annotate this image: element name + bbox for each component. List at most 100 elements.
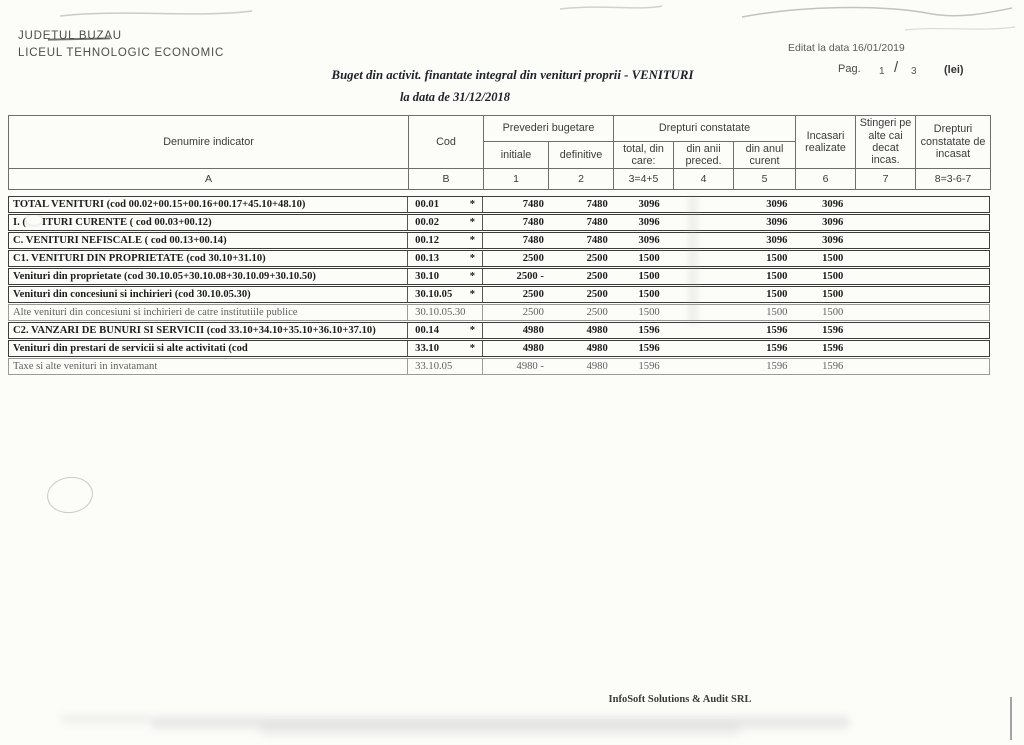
row-value — [914, 215, 989, 230]
row-cod-cell: 00.01 * — [408, 197, 484, 212]
asterisk-mark: * — [469, 271, 476, 282]
row-value: 1500 — [638, 307, 660, 318]
row-value: 2500 — [522, 289, 544, 300]
row-value: 1596 — [766, 361, 788, 372]
row-value: 1500 — [822, 271, 844, 282]
row-value: 2500 — [586, 307, 608, 318]
row-value: 1500 — [638, 289, 660, 300]
row-value — [673, 251, 733, 266]
asterisk-mark: * — [469, 253, 476, 264]
row-value: 1500 — [638, 271, 660, 282]
row-value — [914, 251, 989, 266]
row-label: Alte venituri din concesiuni si inchirie… — [9, 305, 409, 320]
row-cod: 00.02 — [415, 217, 439, 228]
budget-table-header: Denumire indicator Cod Prevederi bugetar… — [8, 115, 991, 190]
row-value — [673, 287, 733, 302]
row-value: 4980 - — [516, 361, 544, 372]
row-value: 1500 — [766, 253, 788, 264]
header-total-din-care: total, din care: — [613, 141, 674, 169]
asterisk-mark: * — [469, 289, 476, 300]
row-value — [854, 359, 914, 374]
header-din-anii-preced: din anii preced. — [673, 141, 734, 169]
row-value — [914, 287, 989, 302]
header-incasari-realizate: Incasari realizate — [795, 115, 856, 169]
row-label: Venituri din proprietate (cod 30.10.05+3… — [9, 269, 409, 284]
header-denumire: Denumire indicator — [8, 115, 409, 169]
whiteout-blob — [25, 215, 42, 225]
row-value: 1500 — [822, 307, 844, 318]
row-value: 4980 — [522, 343, 544, 354]
row-value — [854, 269, 914, 284]
row-cod: 30.10.05 — [415, 289, 453, 300]
page-total: 3 — [911, 66, 917, 77]
row-value — [673, 269, 733, 284]
scan-smudge-bottom — [60, 714, 150, 724]
row-value — [914, 197, 989, 212]
scan-edge-line — [1010, 697, 1012, 740]
row-cod: 30.10 — [415, 271, 439, 282]
row-value — [854, 233, 914, 248]
column-index-cell: B — [408, 168, 484, 190]
row-cod: 00.13 — [415, 253, 439, 264]
row-value: 7480 — [586, 235, 608, 246]
row-value: 4980 — [522, 325, 544, 336]
column-index-cell: 2 — [548, 168, 614, 190]
row-value: 3096 — [766, 199, 788, 210]
header-definitive: definitive — [548, 141, 614, 169]
row-value — [673, 359, 733, 374]
row-value — [914, 323, 989, 338]
row-value — [914, 359, 989, 374]
row-cod: 00.12 — [415, 235, 439, 246]
row-value: 1596 — [638, 343, 660, 354]
table-row: C2. VANZARI DE BUNURI SI SERVICII (cod 3… — [8, 322, 990, 339]
scan-smudge-bottom — [150, 716, 850, 729]
table-row: Taxe si alte venituri in invatamant 33.10… — [8, 358, 990, 375]
row-value: 3096 — [766, 235, 788, 246]
row-cod: 30.10.05.30 — [415, 307, 466, 318]
margin-circle-mark — [44, 473, 96, 517]
row-cod-cell: 30.10.05.30 — [408, 305, 484, 320]
row-label: TOTAL VENITURI (cod 00.02+00.15+00.16+00… — [9, 197, 409, 212]
column-index-cell: A — [8, 168, 409, 190]
row-value: 3096 — [822, 217, 844, 228]
header-din-anul-curent: din anul curent — [733, 141, 796, 169]
row-label: C. VENITURI NEFISCALE ( cod 00.13+00.14) — [9, 233, 409, 248]
scan-smudge-bottom — [260, 726, 740, 735]
row-cod: 00.14 — [415, 325, 439, 336]
row-value: 2500 — [522, 307, 544, 318]
row-value: 7480 — [522, 199, 544, 210]
asterisk-mark: * — [469, 199, 476, 210]
row-cod: 00.01 — [415, 199, 439, 210]
row-value: 4980 — [586, 343, 608, 354]
header-drepturi-constatate: Drepturi constatate — [613, 115, 796, 142]
table-row: C. VENITURI NEFISCALE ( cod 00.13+00.14)… — [8, 232, 990, 249]
row-label: Venituri din prestari de servicii si alt… — [9, 341, 409, 356]
row-value — [854, 215, 914, 230]
row-value — [914, 305, 989, 320]
row-cod: 33.10.05 — [415, 361, 453, 372]
row-cod: 33.10 — [415, 343, 439, 354]
row-value — [914, 269, 989, 284]
budget-table-rows: TOTAL VENITURI (cod 00.02+00.15+00.16+00… — [8, 196, 990, 376]
page-separator: / — [894, 59, 899, 76]
table-row: Venituri din concesiuni si inchirieri (c… — [8, 286, 990, 303]
column-index-cell: 6 — [795, 168, 856, 190]
header-cod: Cod — [408, 115, 484, 169]
row-value: 7480 — [522, 235, 544, 246]
row-value — [854, 305, 914, 320]
edited-date-note: Editat la data 16/01/2019 — [788, 42, 905, 54]
row-value: 1596 — [766, 343, 788, 354]
row-value: 1596 — [638, 361, 660, 372]
report-title: Buget din activit. finantate integral di… — [331, 68, 694, 82]
column-index-cell: 4 — [673, 168, 734, 190]
header-prevederi-bugetare: Prevederi bugetare — [483, 115, 614, 142]
row-value — [673, 341, 733, 356]
row-label: C2. VANZARI DE BUNURI SI SERVICII (cod 3… — [9, 323, 409, 338]
row-value: 3096 — [766, 217, 788, 228]
row-value: 2500 — [586, 289, 608, 300]
asterisk-mark: * — [469, 325, 476, 336]
row-cod-cell: 00.02 * — [408, 215, 484, 230]
row-value: 1500 — [766, 289, 788, 300]
table-row: C1. VENITURI DIN PROPRIETATE (cod 30.10+… — [8, 250, 990, 267]
